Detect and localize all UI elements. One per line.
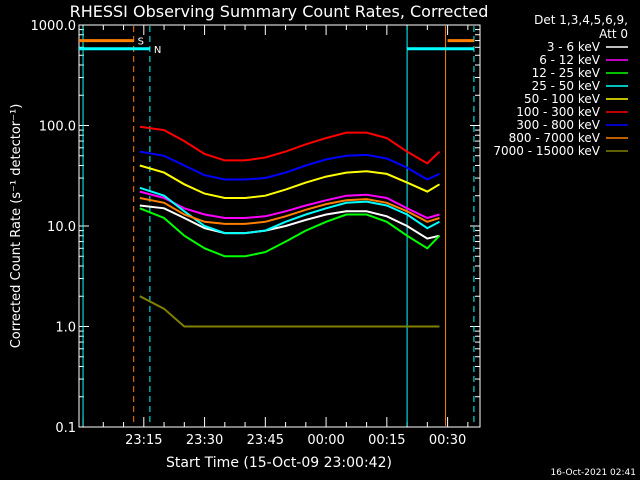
series-line: [139, 125, 441, 165]
series-line: [139, 204, 440, 240]
legend-entry-label: 800 - 7000 keV: [509, 131, 601, 145]
legend-entry-label: 25 - 50 keV: [532, 79, 601, 93]
series-line: [139, 150, 440, 181]
flag-label: N: [154, 45, 161, 56]
y-tick-label: 1.0: [55, 321, 76, 336]
y-tick-label: 10.0: [47, 220, 76, 235]
x-tick-label: 00:30: [429, 433, 466, 448]
legend-header-line-1: Det 1,3,4,5,6,9,: [534, 13, 628, 27]
series-line: [139, 207, 441, 258]
legend-entry-label: 3 - 6 keV: [547, 40, 601, 54]
x-tick-label: 00:15: [368, 433, 405, 448]
series-line: [139, 295, 440, 328]
legend-entry-label: 7000 - 15000 keV: [493, 144, 600, 158]
x-tick-label: 23:15: [125, 433, 162, 448]
x-tick-label: 23:45: [247, 433, 284, 448]
legend-entry-label: 6 - 12 keV: [539, 53, 601, 67]
x-tick-label: 23:30: [186, 433, 223, 448]
x-tick-label: 00:00: [307, 433, 344, 448]
y-tick-label: 100.0: [39, 120, 76, 135]
series-line: [139, 164, 441, 199]
flag-bars: SN: [79, 37, 474, 56]
chart-title: RHESSI Observing Summary Count Rates, Co…: [70, 2, 489, 21]
legend-entry-label: 50 - 100 keV: [524, 92, 601, 106]
legend-entry-label: 12 - 25 keV: [532, 66, 601, 80]
x-axis-label: Start Time (15-Oct-09 23:00:42): [166, 455, 392, 471]
series-line: [139, 190, 440, 220]
series-lines: [139, 125, 441, 328]
y-tick-label: 0.1: [55, 421, 76, 436]
legend-entry-label: 100 - 300 keV: [516, 105, 600, 119]
legend-entry-label: 300 - 800 keV: [516, 118, 600, 132]
generation-timestamp: 16-Oct-2021 02:41: [551, 468, 636, 478]
y-axis-label: Corrected Count Rate (s⁻¹ detector⁻¹): [9, 104, 24, 349]
y-tick-label: 1000.0: [31, 19, 77, 34]
flag-label: S: [138, 37, 144, 48]
legend-header-line-2: Att 0: [599, 27, 628, 41]
y-axis: 0.1 1.0 10.0 100.0 1000.0: [31, 19, 480, 436]
series-line: [139, 197, 440, 225]
